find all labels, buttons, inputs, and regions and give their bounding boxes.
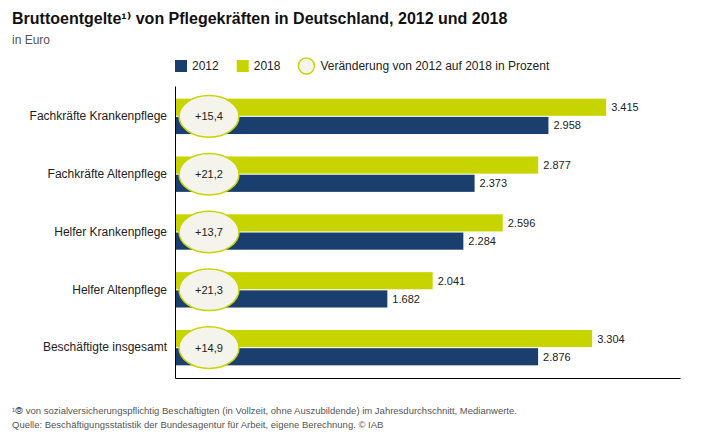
change-bubble — [179, 96, 239, 138]
y-tick-label: Beschäftigte insgesamt — [43, 340, 168, 354]
data-label: 2.596 — [508, 217, 536, 229]
subtitle: in Euro — [12, 33, 50, 47]
footnote: Quelle: Beschäftigungsstatistik der Bund… — [12, 419, 383, 430]
x-axis — [176, 378, 681, 379]
y-tick: Helfer Krankenpflege — [54, 225, 175, 239]
change-label: +15,4 — [195, 110, 223, 122]
y-tick-label: Helfer Altenpflege — [72, 283, 167, 297]
change-bubble — [179, 327, 239, 369]
data-label: 3.304 — [597, 333, 625, 345]
legend: 2012 2018 Veränderung von 2012 auf 2018 in… — [175, 58, 550, 74]
change-bubble — [179, 153, 239, 195]
change-label: +13,7 — [195, 226, 223, 238]
y-axis-line — [175, 87, 176, 379]
data-label: 2.373 — [480, 177, 508, 189]
bar-series — [175, 99, 606, 347]
change-label: +21,3 — [195, 284, 223, 296]
data-label: 3.415 — [611, 101, 639, 113]
change-bubbles — [179, 96, 239, 369]
y-tick-label: Helfer Krankenpflege — [54, 225, 167, 239]
legend-label: 2012 — [192, 59, 219, 73]
plot-area — [175, 96, 606, 369]
legend-swatch — [237, 60, 249, 72]
legend-swatch — [298, 58, 314, 74]
change-bubble — [179, 269, 239, 311]
labels: +15,4 +21,2 +13,7 +21,3 +14,9 2.958 2.373 2.284… — [195, 101, 639, 363]
y-axis: Fachkräfte Krankenpflege Fachkräfte Alten… — [30, 87, 176, 379]
y-tick: Fachkräfte Altenpflege — [48, 167, 175, 181]
data-label: 2.877 — [543, 159, 571, 171]
x-axis-line — [176, 378, 681, 379]
legend-swatch — [175, 60, 187, 72]
y-tick: Helfer Altenpflege — [72, 283, 175, 297]
y-tick: Beschäftigte insgesamt — [43, 340, 175, 354]
data-label: 1.682 — [392, 293, 420, 305]
bar-series — [175, 117, 548, 365]
footnote: ¹⦾ von sozialversicherungspflichtig Besc… — [12, 405, 517, 416]
chart: Bruttoentgelte¹⁾ von Pflegekräften in De… — [0, 0, 710, 440]
bar — [175, 99, 606, 116]
title: Bruttoentgelte¹⁾ von Pflegekräften in De… — [12, 10, 507, 27]
change-bubble — [179, 211, 239, 253]
data-label: 2.958 — [553, 119, 581, 131]
y-tick-label: Fachkräfte Krankenpflege — [30, 109, 168, 123]
change-label: +21,2 — [195, 168, 223, 180]
change-label: +14,9 — [195, 342, 223, 354]
data-label: 2.876 — [543, 351, 571, 363]
data-label: 2.284 — [468, 235, 496, 247]
legend-label: 2018 — [254, 59, 281, 73]
y-tick: Fachkräfte Krankenpflege — [30, 109, 175, 123]
data-label: 2.041 — [438, 275, 466, 287]
legend-label: Veränderung von 2012 auf 2018 in Prozent — [320, 59, 550, 73]
y-tick-label: Fachkräfte Altenpflege — [48, 167, 168, 181]
